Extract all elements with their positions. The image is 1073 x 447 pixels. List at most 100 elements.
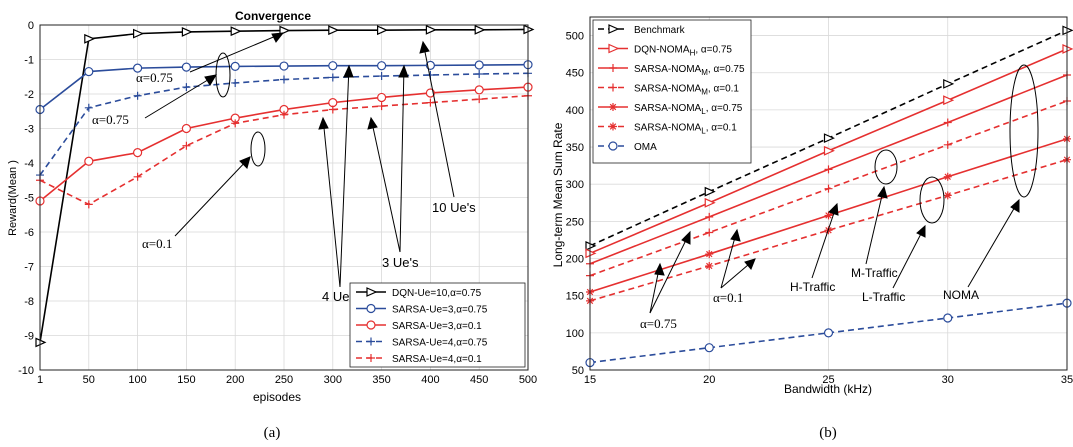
y-tick-label: 50 [572,365,584,377]
data-point [609,64,617,72]
x-tick-label: 500 [519,374,537,386]
chart-b-xlabel: Bandwidth (kHz) [784,382,872,396]
chart-b-legend-box [592,19,752,164]
x-tick-label: 450 [470,374,488,386]
arrow [322,117,341,288]
y-tick-label: -6 [24,227,34,239]
legend-label: SARSA-NOMAM, α=0.1 [634,84,739,97]
chart-b: 15 20 25 30 35 50 100 150 200 250 300 350 400 450 500… [551,16,1073,441]
arrowhead [916,224,926,238]
y-tick-label: 150 [566,291,584,303]
data-point [230,26,242,37]
data-point [943,78,955,89]
data-point [231,78,240,87]
x-tick-label: 400 [421,374,439,386]
data-point [328,25,340,36]
data-point [705,250,714,259]
y-tick-label: -5 [24,193,34,205]
arrow [422,41,455,198]
data-point [704,186,716,197]
chart-a-arrows [144,32,455,288]
data-point [377,72,386,81]
arrow [399,65,405,253]
y-tick-label: -3 [24,124,34,136]
chart-b-frame [589,16,1068,371]
data-point [280,110,288,119]
annotation-3-ues: 3 Ue's [382,255,419,270]
data-point [279,61,289,71]
arrow [370,117,401,253]
chart-a-y-ticks: 0 -1 -2 -3 -4 -5 -6 -7 -8 -9 -10 [18,20,34,377]
ellipse-marker [919,176,945,224]
annotation-l-traffic: L-Traffic [862,290,905,304]
chart-b-y-ticks: 50 100 150 200 250 300 350 400 450 500 [566,31,584,377]
y-tick-label: -10 [18,365,34,377]
arrowhead [343,64,354,78]
arrow [339,65,350,288]
data-point [943,313,953,323]
data-point [608,24,620,34]
y-tick-label: -7 [24,262,34,274]
x-tick-label: 20 [703,374,715,386]
data-point [823,145,835,156]
y-tick-label: -2 [24,89,34,101]
arrowhead [828,202,839,216]
data-point [943,95,955,106]
arrow [174,156,251,237]
data-point [705,212,714,221]
data-point [474,24,486,35]
data-point [704,343,714,353]
y-tick-label: 300 [566,179,584,191]
annotation-h-traffic: H-Traffic [790,280,835,294]
arrowhead [271,32,285,43]
chart-b-annotations: H-Traffic M-Traffic L-Traffic NOMA α=0.7… [640,266,979,331]
data-point [608,141,618,151]
annotation-alpha-01: α=0.1 [142,236,172,251]
chart-b-legend: Benchmark DQN-NOMAH, α=0.75 SARSA-NOMAM, α… [592,19,752,164]
data-point [280,75,288,84]
chart-b-x-ticks: 15 20 25 30 35 [584,374,1073,386]
annotation-noma: NOMA [943,288,979,302]
data-point [608,43,620,54]
arrowhead [730,228,741,242]
data-point [182,141,191,150]
legend-label: SARSA-Ue=3,α=0.75 [392,305,488,316]
data-point [377,25,389,36]
chart-a-frame [39,24,529,371]
arrowhead [318,116,329,130]
data-point [181,123,191,134]
arrow [967,199,1020,288]
chart-b-arrows [649,185,1020,314]
arrowhead [239,156,251,169]
arrow [189,32,284,73]
data-point [609,103,617,111]
data-point [823,133,835,144]
arrowhead [654,262,665,276]
arrow [811,203,838,279]
data-point [367,337,375,346]
data-point [426,98,435,107]
y-tick-label: -8 [24,296,34,308]
data-point [609,83,617,92]
x-tick-label: 15 [584,374,596,386]
arrow [649,231,691,314]
x-tick-label: 100 [128,374,146,386]
data-point [474,85,484,95]
x-tick-label: 150 [177,374,195,386]
x-tick-label: 50 [83,374,95,386]
data-point [377,61,387,71]
x-tick-label: 1 [37,374,43,386]
data-point [84,66,94,77]
legend-label: SARSA-NOMAM, α=0.75 [634,64,745,77]
annotation-alpha-075: α=0.75 [640,316,677,331]
ellipse-marker [874,149,898,185]
legend-label: Benchmark [634,25,686,36]
data-point [366,287,378,297]
data-point [943,140,952,149]
data-point [474,60,484,70]
data-point [943,191,952,200]
data-point [230,61,240,72]
data-point [133,148,143,158]
chart-b-ylabel: Long-term Mean Sum Rate [551,122,565,267]
